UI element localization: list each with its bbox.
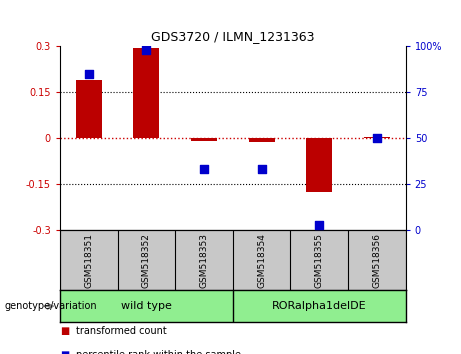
Bar: [133, 47, 160, 138]
Point: [200, 166, 207, 172]
Text: percentile rank within the sample: percentile rank within the sample: [76, 350, 241, 354]
Text: GSM518356: GSM518356: [372, 233, 381, 288]
Title: GDS3720 / ILMN_1231363: GDS3720 / ILMN_1231363: [151, 30, 314, 44]
Text: GSM518352: GSM518352: [142, 233, 151, 288]
Point: [373, 135, 381, 141]
Text: ■: ■: [60, 326, 69, 336]
Text: RORalpha1delDE: RORalpha1delDE: [272, 301, 366, 311]
Bar: [76, 80, 102, 138]
Bar: [248, 138, 275, 142]
Text: ■: ■: [60, 350, 69, 354]
Point: [258, 166, 266, 172]
Text: GSM518351: GSM518351: [84, 233, 93, 288]
Point: [85, 71, 92, 76]
Text: GSM518353: GSM518353: [200, 233, 208, 288]
Text: wild type: wild type: [121, 301, 172, 311]
Text: genotype/variation: genotype/variation: [5, 301, 97, 311]
Bar: [364, 137, 390, 138]
Point: [142, 47, 150, 52]
Text: GSM518354: GSM518354: [257, 233, 266, 288]
Bar: [191, 138, 217, 141]
Bar: [306, 138, 332, 192]
Text: GSM518355: GSM518355: [315, 233, 324, 288]
Text: transformed count: transformed count: [76, 326, 167, 336]
Point: [315, 222, 323, 227]
